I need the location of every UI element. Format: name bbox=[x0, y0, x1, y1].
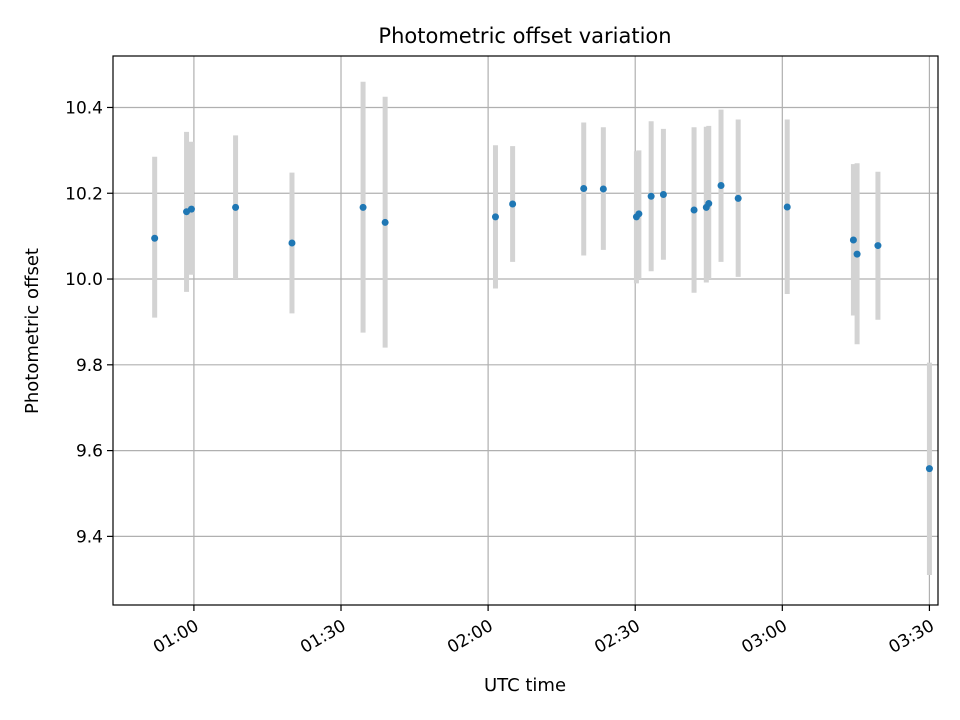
x-tick-label: 02:00 bbox=[444, 616, 496, 658]
data-point bbox=[599, 185, 607, 193]
chart-title: Photometric offset variation bbox=[378, 24, 671, 48]
data-point bbox=[509, 200, 517, 208]
data-point bbox=[580, 185, 588, 193]
data-point bbox=[288, 239, 296, 247]
x-tick-label: 01:30 bbox=[297, 616, 349, 658]
x-tick-label: 03:00 bbox=[738, 616, 790, 658]
y-tick-label: 10.4 bbox=[65, 98, 103, 118]
data-point bbox=[635, 210, 643, 218]
data-point bbox=[783, 203, 791, 211]
y-axis-label: Photometric offset bbox=[22, 248, 43, 414]
y-tick-label: 9.8 bbox=[76, 356, 103, 376]
x-tick-label: 02:30 bbox=[591, 616, 643, 658]
y-tick-label: 9.4 bbox=[76, 527, 103, 547]
data-point bbox=[849, 236, 857, 244]
data-point bbox=[874, 242, 882, 250]
plot-frame bbox=[112, 55, 939, 606]
data-point bbox=[381, 218, 389, 226]
y-axis-ticks: 9.4 9.6 9.8 10.0 10.2 10.4 bbox=[65, 98, 113, 547]
x-axis-label: UTC time bbox=[484, 675, 566, 696]
data-point bbox=[491, 213, 499, 221]
data-point bbox=[717, 182, 725, 190]
x-tick-label: 03:30 bbox=[885, 616, 937, 658]
data-point bbox=[734, 194, 742, 202]
x-axis-ticks: 01:00 01:30 02:00 02:30 03:00 03:30 bbox=[150, 605, 938, 658]
y-tick-label: 9.6 bbox=[76, 442, 103, 462]
data-point bbox=[690, 206, 698, 214]
data-point bbox=[151, 234, 159, 242]
data-point bbox=[659, 191, 667, 199]
data-points bbox=[151, 182, 933, 473]
errorbars bbox=[152, 81, 932, 575]
data-point bbox=[232, 203, 240, 211]
data-point bbox=[705, 200, 713, 208]
x-tick-label: 01:00 bbox=[150, 616, 202, 658]
data-point bbox=[359, 203, 367, 211]
y-tick-label: 10.0 bbox=[65, 270, 103, 290]
data-point bbox=[187, 205, 195, 213]
data-point bbox=[647, 192, 655, 200]
y-tick-label: 10.2 bbox=[65, 184, 103, 204]
data-point bbox=[925, 465, 933, 473]
grid bbox=[113, 56, 938, 605]
data-point bbox=[853, 250, 861, 258]
